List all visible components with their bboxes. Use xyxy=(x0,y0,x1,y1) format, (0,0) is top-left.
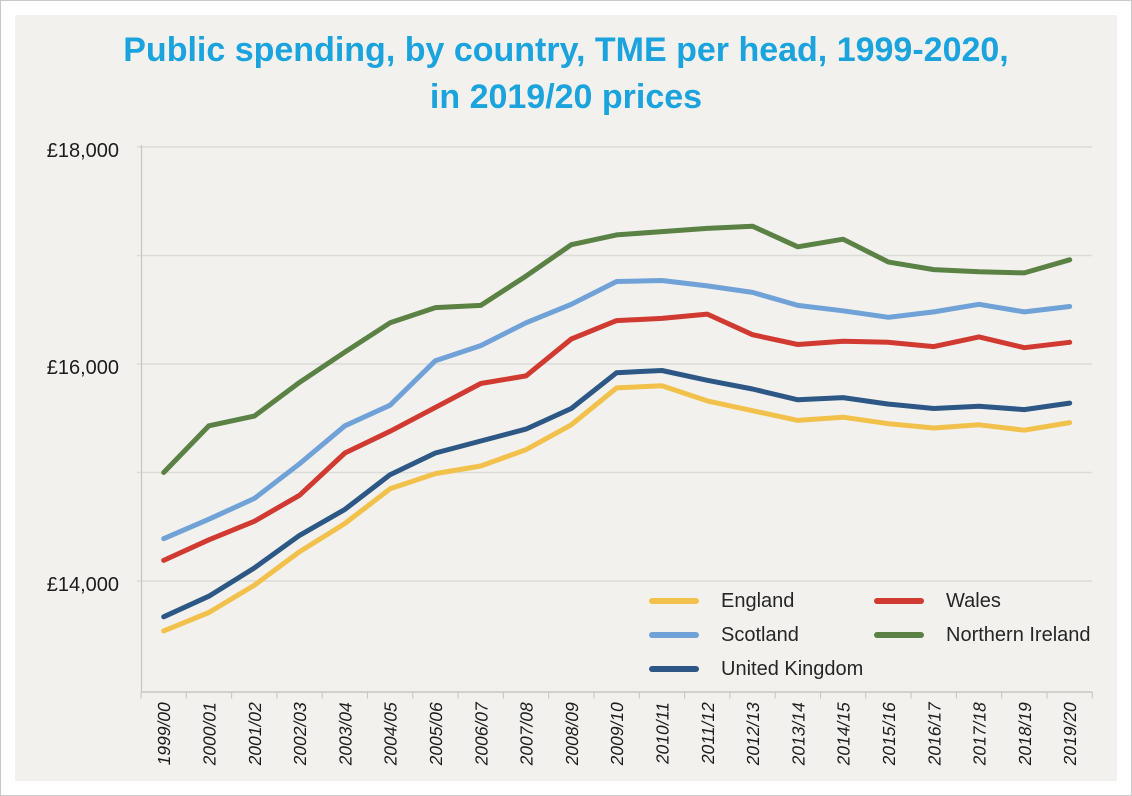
x-axis-label: 2016/17 xyxy=(924,700,944,767)
legend-item-united-kingdom: United Kingdom xyxy=(649,658,874,681)
x-axis-label: 2009/10 xyxy=(607,700,627,767)
legend-label: Northern Ireland xyxy=(946,623,1091,646)
x-axis-label: 2002/03 xyxy=(290,700,310,767)
legend-item-england: England xyxy=(649,590,874,613)
x-axis-label: 1999/00 xyxy=(154,700,174,767)
x-axis-label: 2019/20 xyxy=(1060,700,1080,767)
legend-label: Wales xyxy=(946,589,1001,612)
x-axis-label: 2001/02 xyxy=(245,700,265,767)
x-axis-label: 2017/18 xyxy=(970,700,990,767)
chart-title-line-1: Public spending, by country, TME per hea… xyxy=(123,31,1009,69)
x-axis-label: 2010/11 xyxy=(653,700,673,765)
x-axis-label: 2003/04 xyxy=(336,700,356,767)
x-axis-label: 2006/07 xyxy=(471,700,491,767)
y-axis-label: £16,000 xyxy=(47,357,119,379)
series-line-northern-ireland xyxy=(161,223,1073,475)
legend-swatch-wales xyxy=(874,598,924,604)
x-axis-label: 2000/01 xyxy=(200,700,220,767)
series-line-england xyxy=(161,383,1073,634)
legend-swatch-northern-ireland xyxy=(874,632,924,638)
legend-swatch-england xyxy=(649,598,699,604)
legend-item-northern-ireland: Northern Ireland xyxy=(874,624,1091,647)
series-line-scotland xyxy=(161,278,1073,542)
legend-swatch-scotland xyxy=(649,632,699,638)
chart-panel xyxy=(15,15,1117,781)
series-line-wales xyxy=(161,311,1073,563)
y-axis-label: £14,000 xyxy=(47,574,119,596)
chart-title-line-2: in 2019/20 prices xyxy=(429,78,703,116)
x-axis-label: 2013/14 xyxy=(788,700,808,767)
chart-legend: England Wales Scotland Northern Ireland Unit… xyxy=(649,584,1091,686)
legend-label: United Kingdom xyxy=(721,657,864,680)
x-axis-label: 2004/05 xyxy=(381,700,401,767)
legend-label: England xyxy=(721,589,795,612)
x-axis-label: 2011/12 xyxy=(698,700,718,765)
legend-swatch-united-kingdom xyxy=(649,666,699,672)
x-axis-label: 2008/09 xyxy=(562,700,582,767)
legend-item-wales: Wales xyxy=(874,590,1091,613)
legend-item-scotland: Scotland xyxy=(649,624,874,647)
x-axis-label: 2015/16 xyxy=(879,700,899,767)
x-axis-label: 2018/19 xyxy=(1015,700,1035,767)
x-axis-label: 2014/15 xyxy=(834,700,854,767)
x-axis-label: 2005/06 xyxy=(426,700,446,767)
x-axis-label: 2007/08 xyxy=(517,700,537,767)
legend-label: Scotland xyxy=(721,623,799,646)
chart-title: Public spending, by country, TME per hea… xyxy=(1,27,1131,121)
x-axis-label: 2012/13 xyxy=(743,700,763,767)
y-axis-label: £18,000 xyxy=(47,140,119,162)
series-line-united-kingdom xyxy=(161,368,1073,620)
